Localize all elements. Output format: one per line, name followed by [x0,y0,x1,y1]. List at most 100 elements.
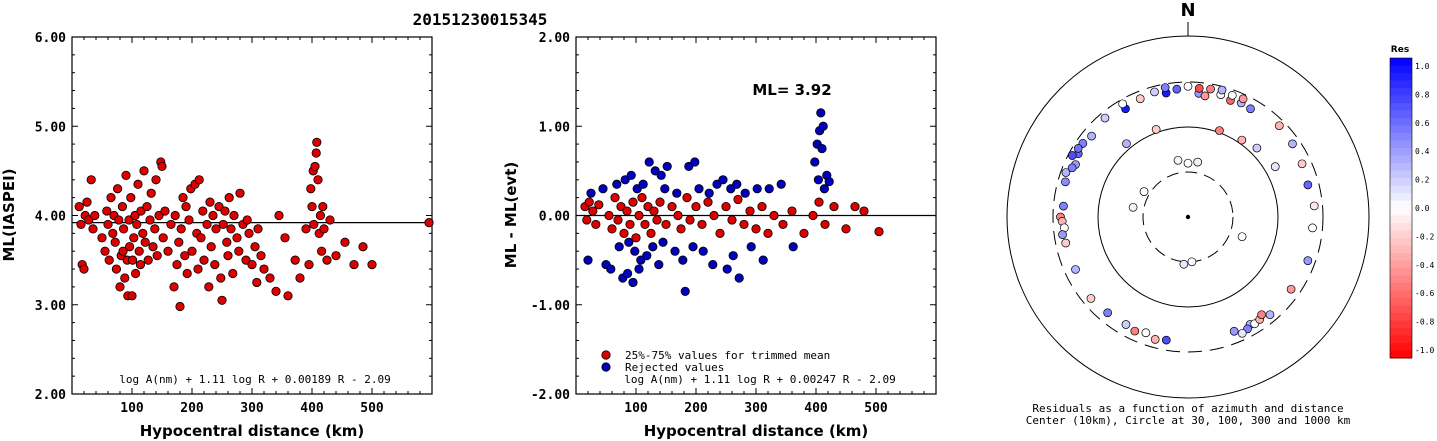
ml-iaspei-ticks: 2.00 3.00 4.00 5.00 6.00 100 200 300 400 500 [35,31,433,416]
ml-residual-point [652,215,662,225]
ml-iaspei-point [135,259,145,270]
ml-iaspei-point [175,301,185,312]
ml-iaspei-point [280,233,290,243]
residual-point [1194,84,1204,93]
ml-iaspei-point [132,219,142,230]
ml-iaspei-point [349,259,359,270]
residual-point [1067,151,1077,160]
ml-iaspei-point [193,264,203,274]
ml-iaspei-point [184,215,194,225]
ml-iaspei-point [358,242,368,252]
ml-iaspei-point [210,259,220,270]
ml-residual-point [625,219,635,230]
ml-iaspei-point [318,201,328,212]
colorbar-segment [1390,73,1412,81]
colorbar-segment [1390,58,1412,66]
ml-residual-point [740,188,750,198]
ml-iaspei-point [143,255,153,265]
residual-point [1100,113,1110,123]
residual-point [1141,328,1151,338]
ml-iaspei-point [331,251,341,261]
ml-iaspei-point [198,206,208,216]
ml-iaspei-point [290,255,300,265]
legend-marker-rejected [601,362,611,372]
ml-iaspei-point [232,233,242,243]
ml-residual-point [655,197,665,207]
residual-point [1059,201,1068,211]
ml-residual-point [787,206,797,216]
ml-residual-point [584,197,594,207]
ml-annotation: ML= 3.92 [752,81,831,99]
ml-iaspei-point [312,137,322,147]
ml-residual-xtick-label: 200 [684,401,708,416]
ml-iaspei-point [208,210,218,221]
ml-iaspei-point [211,224,221,234]
ml-residual-point [688,242,698,252]
ml-iaspei-point [140,237,150,247]
colorbar-tick-label: 0.2 [1415,176,1430,185]
ml-residual-point [690,157,700,167]
colorbar-segment [1390,230,1412,239]
residual-point [1246,104,1255,114]
ml-iaspei-point [142,201,152,212]
ml-iaspei-point [90,210,100,221]
ml-iaspei-point [82,197,92,207]
colorbar-segment [1390,65,1412,74]
colorbar-segment [1390,283,1412,291]
colorbar-tick-label: 0.0 [1415,204,1430,213]
ml-iaspei-point [104,255,114,265]
residual-point [1128,202,1138,212]
colorbar-segment [1390,328,1412,336]
ml-iaspei-point [151,175,161,185]
ml-iaspei-point [114,215,124,225]
ml-residual-point [817,143,827,154]
ml-residual-point [816,108,826,118]
ml-iaspei-point [76,219,86,230]
ml-iaspei-point [106,193,116,203]
ml-residual-point [637,193,647,203]
legend-marker-trimmed [601,350,611,360]
residual-point [1118,99,1128,109]
ml-iaspei-point [174,237,184,247]
ml-iaspei-point [229,210,239,221]
ml-iaspei-point [218,219,228,230]
ml-iaspei-point [315,210,325,221]
colorbar-segment [1390,125,1412,134]
colorbar-segment [1390,268,1412,276]
colorbar-segment [1390,245,1412,254]
colorbar-segment [1390,163,1412,171]
ml-residual-point [763,228,773,238]
ml-residual-point [734,273,744,283]
residual-point [1073,144,1083,153]
colorbar-tick-label: -1.0 [1415,346,1434,355]
residual-point [1237,135,1247,145]
colorbar-segment [1390,103,1412,111]
residual-point [1183,158,1193,168]
residual-point [1288,139,1297,149]
ml-residual-point [859,206,869,216]
ml-iaspei-point [129,233,139,243]
ml-iaspei-point [311,148,321,158]
ml-residual-point [829,201,839,212]
ml-iaspei-xtick-label: 300 [240,401,264,416]
ml-iaspei-point [110,237,120,247]
ml-iaspei-point [187,246,197,256]
ml-iaspei-point [309,219,319,230]
ml-iaspei-point [100,246,110,256]
ml-residual-ytick-label: 1.00 [539,120,570,135]
ml-residual-point [591,219,601,230]
colorbar-segment [1390,178,1412,186]
colorbar-tick-label: -0.8 [1415,318,1434,327]
ml-iaspei-point [224,193,234,203]
ml-residual-point [658,237,668,247]
ml-iaspei-point [131,268,141,279]
residual-point [1135,94,1145,104]
ml-iaspei-point [307,201,317,212]
colorbar-segment [1390,290,1412,299]
ml-residual-point [631,233,641,243]
ml-iaspei-plot-frame [71,36,433,395]
ml-residual-point [799,228,809,238]
ml-residual-point [757,201,767,212]
ml-iaspei-chart: 2.00 3.00 4.00 5.00 6.00 100 200 300 400 500 log … [0,31,434,440]
